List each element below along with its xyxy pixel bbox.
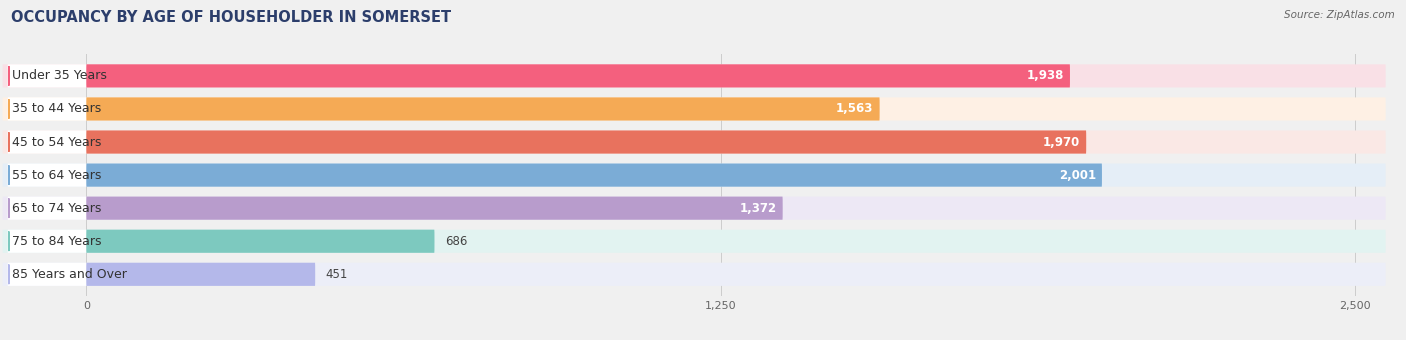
FancyBboxPatch shape (3, 131, 1386, 154)
FancyBboxPatch shape (7, 263, 86, 286)
Text: 1,970: 1,970 (1043, 136, 1080, 149)
FancyBboxPatch shape (86, 97, 880, 121)
FancyBboxPatch shape (3, 64, 1386, 87)
Text: 2,001: 2,001 (1059, 169, 1095, 182)
Text: 1,563: 1,563 (837, 102, 873, 116)
Text: 35 to 44 Years: 35 to 44 Years (11, 102, 101, 116)
Text: 1,372: 1,372 (740, 202, 776, 215)
FancyBboxPatch shape (86, 230, 434, 253)
Text: 45 to 54 Years: 45 to 54 Years (11, 136, 101, 149)
FancyBboxPatch shape (86, 263, 315, 286)
Text: 686: 686 (444, 235, 467, 248)
FancyBboxPatch shape (86, 64, 1070, 87)
Text: 85 Years and Over: 85 Years and Over (11, 268, 127, 281)
FancyBboxPatch shape (86, 197, 783, 220)
Text: Under 35 Years: Under 35 Years (11, 69, 107, 82)
FancyBboxPatch shape (7, 64, 86, 87)
Text: 451: 451 (325, 268, 347, 281)
FancyBboxPatch shape (86, 131, 1087, 154)
Text: 65 to 74 Years: 65 to 74 Years (11, 202, 101, 215)
FancyBboxPatch shape (3, 197, 1386, 220)
Text: OCCUPANCY BY AGE OF HOUSEHOLDER IN SOMERSET: OCCUPANCY BY AGE OF HOUSEHOLDER IN SOMER… (11, 10, 451, 25)
FancyBboxPatch shape (86, 164, 1102, 187)
Text: 75 to 84 Years: 75 to 84 Years (11, 235, 101, 248)
Text: Source: ZipAtlas.com: Source: ZipAtlas.com (1284, 10, 1395, 20)
FancyBboxPatch shape (7, 197, 86, 220)
Text: 55 to 64 Years: 55 to 64 Years (11, 169, 101, 182)
FancyBboxPatch shape (7, 230, 86, 253)
FancyBboxPatch shape (7, 97, 86, 121)
FancyBboxPatch shape (3, 263, 1386, 286)
FancyBboxPatch shape (3, 164, 1386, 187)
FancyBboxPatch shape (7, 131, 86, 154)
FancyBboxPatch shape (7, 164, 86, 187)
Text: 1,938: 1,938 (1026, 69, 1064, 82)
FancyBboxPatch shape (3, 97, 1386, 121)
FancyBboxPatch shape (3, 230, 1386, 253)
